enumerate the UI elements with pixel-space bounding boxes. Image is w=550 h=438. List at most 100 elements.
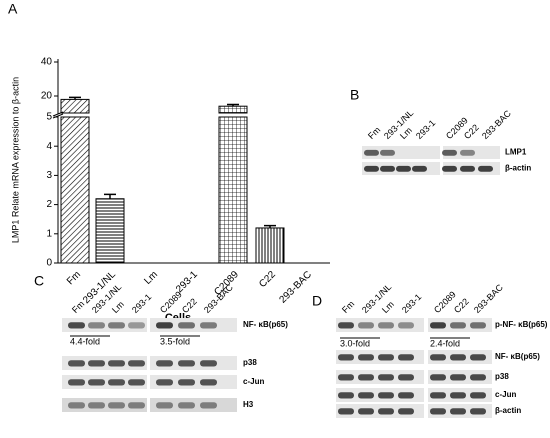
- blot-band: [88, 322, 105, 329]
- row-label: c-Jun: [495, 390, 516, 399]
- blot-band: [178, 379, 195, 386]
- blot-band: [460, 149, 475, 156]
- lane-label: Fm: [366, 125, 382, 141]
- blot-band: [156, 379, 173, 386]
- blot-band: [108, 322, 125, 329]
- y-tick-label: 2: [46, 199, 52, 210]
- blot-band: [200, 379, 217, 386]
- blot-band: [470, 392, 486, 399]
- blot-band: [470, 374, 486, 381]
- blot-band: [156, 360, 173, 367]
- blot-band: [412, 165, 427, 172]
- fold-label: 3.5-fold: [160, 336, 190, 346]
- blot-band: [364, 149, 379, 156]
- blot-band: [398, 322, 414, 329]
- blot-band: [68, 322, 85, 329]
- lane-label: Lm: [380, 299, 396, 315]
- row-label: β-actin: [505, 164, 531, 173]
- row-label: H3: [243, 400, 254, 409]
- y-tick-label: 3: [46, 170, 52, 181]
- panel-label: B: [350, 87, 359, 103]
- blot-band: [108, 360, 125, 367]
- blot-band: [430, 408, 446, 415]
- lane-label: 293-1: [130, 292, 153, 315]
- blot-band: [430, 322, 446, 329]
- blot-band: [450, 354, 466, 361]
- blot-band: [378, 322, 394, 329]
- blot-band: [178, 360, 195, 367]
- blot-band: [470, 322, 486, 329]
- blot-band: [450, 408, 466, 415]
- blot-band: [378, 392, 394, 399]
- blot-band: [364, 165, 379, 172]
- blot-band: [338, 322, 354, 329]
- row-label: β-actin: [495, 406, 521, 415]
- row-label: NF- κB(p65): [495, 352, 540, 361]
- blot-band: [128, 360, 145, 367]
- error-bar: [69, 96, 81, 100]
- blot-band: [398, 408, 414, 415]
- blot-band: [200, 322, 217, 329]
- panel-label: C: [34, 273, 44, 289]
- blot-band: [88, 360, 105, 367]
- blot-band: [338, 392, 354, 399]
- blot-band: [378, 374, 394, 381]
- blot-band: [378, 354, 394, 361]
- blot-strip: [362, 146, 440, 159]
- y-tick-label: 40: [41, 57, 53, 68]
- panel-label: D: [312, 293, 322, 309]
- bar: [60, 98, 90, 114]
- lane-label: 293-1: [400, 292, 423, 315]
- blot-band: [450, 392, 466, 399]
- blot-band: [430, 374, 446, 381]
- y-tick-label: 1: [46, 228, 52, 239]
- blot-band: [358, 354, 374, 361]
- blot-band: [338, 374, 354, 381]
- lane-label: 293-1/NL: [382, 108, 415, 141]
- error-bar: [227, 103, 239, 107]
- blot-band: [470, 408, 486, 415]
- blot-band: [128, 379, 145, 386]
- error-bar: [104, 193, 116, 199]
- lane-label: Fm: [340, 299, 356, 315]
- blot-band: [178, 322, 195, 329]
- blot-band: [442, 149, 457, 156]
- blot-band: [108, 402, 125, 409]
- blot-band: [442, 165, 457, 172]
- fold-label: 2.4-fold: [430, 338, 460, 348]
- blot-band: [338, 408, 354, 415]
- error-bar: [264, 224, 276, 228]
- blot-band: [88, 379, 105, 386]
- blot-band: [358, 322, 374, 329]
- x-tick-label: Lm: [142, 269, 160, 287]
- blot-band: [470, 354, 486, 361]
- blot-band: [358, 374, 374, 381]
- blot-band: [68, 402, 85, 409]
- blot-band: [128, 402, 145, 409]
- bar: [95, 198, 125, 264]
- y-tick-label: 20: [41, 91, 53, 102]
- blot-band: [108, 379, 125, 386]
- y-tick-label: 4: [46, 141, 52, 152]
- row-label: c-Jun: [243, 377, 264, 386]
- row-label: p38: [495, 372, 509, 381]
- blot-band: [156, 322, 173, 329]
- blot-band: [358, 408, 374, 415]
- blot-band: [378, 408, 394, 415]
- blot-band: [200, 360, 217, 367]
- bar: [218, 105, 248, 114]
- blot-band: [460, 165, 475, 172]
- row-label: NF- κB(p65): [243, 320, 288, 329]
- blot-band: [450, 322, 466, 329]
- blot-band: [398, 392, 414, 399]
- blot-band: [450, 374, 466, 381]
- bar: [60, 116, 90, 264]
- y-tick-label: 5: [46, 112, 52, 123]
- x-tick-label: Fm: [65, 269, 83, 287]
- fold-label: 4.4-fold: [70, 336, 100, 346]
- blot-band: [398, 374, 414, 381]
- y-axis-label: LMP1 Relate mRNA expression to β-actin: [10, 77, 20, 243]
- bar: [218, 116, 248, 264]
- lane-label: 293-BAC: [472, 282, 505, 315]
